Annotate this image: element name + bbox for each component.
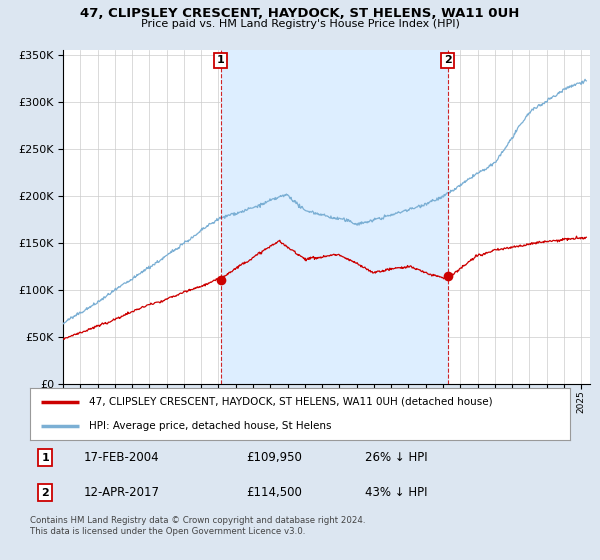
Bar	[221, 50, 448, 384]
Text: 17-FEB-2004: 17-FEB-2004	[84, 451, 160, 464]
Text: HPI: Average price, detached house, St Helens: HPI: Average price, detached house, St H…	[89, 421, 332, 431]
Text: 43% ↓ HPI: 43% ↓ HPI	[365, 486, 427, 499]
Text: 1: 1	[41, 452, 49, 463]
Text: 47, CLIPSLEY CRESCENT, HAYDOCK, ST HELENS, WA11 0UH: 47, CLIPSLEY CRESCENT, HAYDOCK, ST HELEN…	[80, 7, 520, 20]
Text: Contains HM Land Registry data © Crown copyright and database right 2024.
This d: Contains HM Land Registry data © Crown c…	[30, 516, 365, 536]
Text: Price paid vs. HM Land Registry's House Price Index (HPI): Price paid vs. HM Land Registry's House …	[140, 19, 460, 29]
Text: 1: 1	[217, 55, 224, 66]
Text: £109,950: £109,950	[246, 451, 302, 464]
Text: 2: 2	[41, 488, 49, 497]
Text: 2: 2	[444, 55, 452, 66]
Text: 12-APR-2017: 12-APR-2017	[84, 486, 160, 499]
Text: 47, CLIPSLEY CRESCENT, HAYDOCK, ST HELENS, WA11 0UH (detached house): 47, CLIPSLEY CRESCENT, HAYDOCK, ST HELEN…	[89, 397, 493, 407]
Text: 26% ↓ HPI: 26% ↓ HPI	[365, 451, 427, 464]
Text: £114,500: £114,500	[246, 486, 302, 499]
